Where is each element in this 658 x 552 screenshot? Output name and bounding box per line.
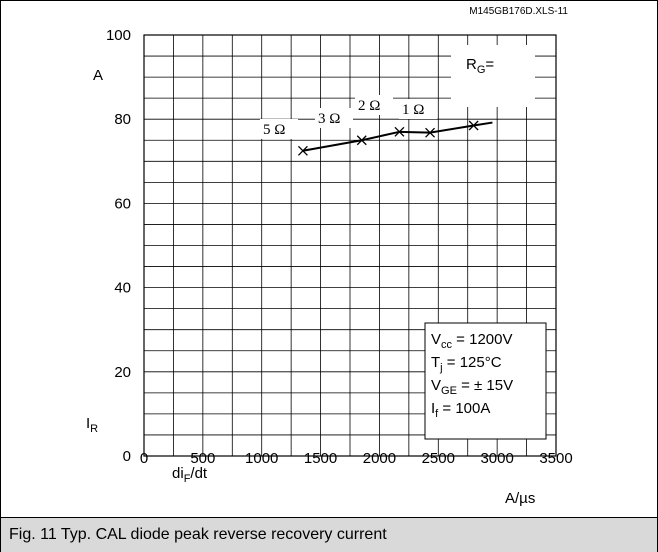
point-label-bg — [260, 119, 298, 139]
x-tick-label: 3000 — [480, 450, 513, 467]
y-unit-label: A — [93, 67, 103, 84]
y-tick-label: 100 — [106, 27, 131, 44]
caption-bar: Fig. 11 Typ. CAL diode peak reverse reco… — [1, 517, 657, 552]
y-tick-label: 40 — [114, 280, 131, 297]
condition-line: If = 100A — [431, 400, 490, 420]
point-label: 2 Ω — [358, 98, 380, 114]
series — [297, 120, 493, 156]
point-label: 3 Ω — [318, 111, 340, 127]
point-label-bg — [315, 108, 353, 128]
rg-label: RG= — [466, 56, 494, 76]
data-point-marker — [425, 127, 436, 138]
data-point-marker — [356, 135, 367, 146]
y-tick-label: 80 — [114, 111, 131, 128]
point-label-bg — [355, 95, 393, 115]
data-point-marker — [394, 126, 405, 137]
x-tick-label: 2000 — [363, 450, 396, 467]
x-tick-labels: 0 500 1000 1500 2000 2500 3000 3500 — [140, 450, 573, 467]
x-tick-label: 1500 — [304, 450, 337, 467]
conditions-box — [424, 322, 547, 440]
condition-line: Tj = 125°C — [431, 354, 502, 374]
point-label-bg — [399, 99, 437, 119]
condition-line: Vcc = 1200V — [431, 331, 512, 351]
x-unit-label: A/µs — [505, 490, 535, 507]
x-tick-label: 500 — [190, 450, 215, 467]
y-tick-label: 60 — [114, 195, 131, 212]
plot-area — [143, 34, 557, 457]
point-label: 1 Ω — [402, 102, 424, 118]
y-tick-label: 0 — [123, 448, 131, 465]
x-tick-label: 0 — [140, 450, 148, 467]
data-point-marker — [297, 145, 308, 156]
y-tick-labels: 0 20 40 60 80 100 — [106, 27, 131, 465]
figure-id: M145GB176D.XLS-11 — [469, 6, 568, 17]
figure-caption: Fig. 11 Typ. CAL diode peak reverse reco… — [9, 526, 387, 543]
series-line — [302, 121, 493, 152]
x-tick-label: 2500 — [422, 450, 455, 467]
data-point-marker — [468, 120, 479, 131]
point-label: 5 Ω — [263, 122, 285, 138]
condition-line: VGE = ± 15V — [431, 377, 513, 397]
x-axis-label: diF/dt — [172, 465, 208, 485]
x-tick-label: 3500 — [539, 450, 572, 467]
y-axis-label: IR — [86, 415, 98, 435]
x-tick-label: 1000 — [245, 450, 278, 467]
y-tick-label: 20 — [114, 364, 131, 381]
chart: 0 500 1000 1500 2000 2500 3000 3500 0 20 40 60 80 10… — [86, 6, 573, 507]
conditions-text: Vcc = 1200V Tj = 125°C VGE = ± 15V If = 100… — [431, 331, 513, 420]
rg-label-bg — [451, 45, 535, 107]
